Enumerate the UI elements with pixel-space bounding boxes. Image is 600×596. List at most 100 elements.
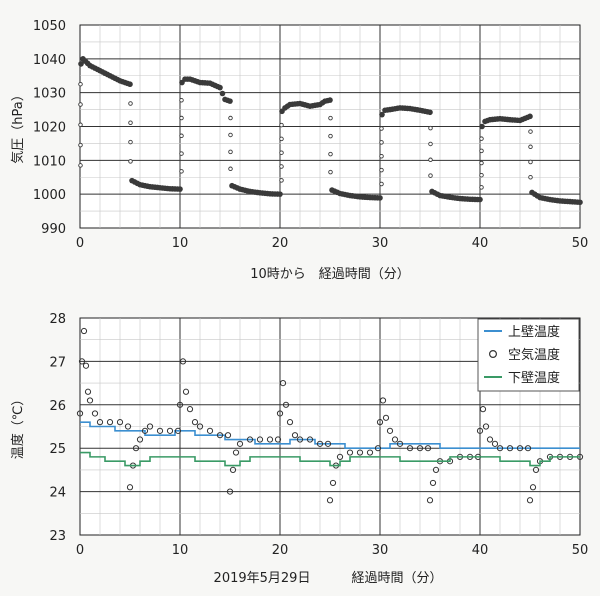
series-air-point (146, 423, 154, 430)
series-air-point (286, 419, 294, 426)
series-air-point (306, 436, 314, 443)
series-air-point (279, 380, 287, 387)
pressure-point-drop (428, 141, 433, 147)
series-air-point (236, 440, 244, 447)
series-air-point (182, 388, 190, 395)
pressure-point-drop (128, 101, 133, 106)
pressure-point-low (374, 195, 381, 201)
pressure-point-rise (78, 102, 83, 107)
series-air-point (86, 397, 94, 404)
pressure-point-drop (328, 133, 333, 139)
pressure-point-high (204, 80, 211, 86)
series-air-point (496, 445, 504, 452)
temperature-grid (80, 318, 580, 535)
series-air-point (476, 427, 484, 434)
pressure-point-high (504, 116, 511, 123)
pressure-point-drop (328, 169, 333, 175)
series-air-point (386, 427, 394, 434)
pressure-point-high (324, 97, 331, 104)
series-air-point (84, 388, 92, 395)
pressure-point-high (184, 76, 191, 82)
pressure-point-rise (179, 115, 184, 121)
temperature-y-tick-label: 26 (49, 399, 66, 414)
pressure-point-rise (479, 172, 484, 178)
pressure-point-drop (528, 144, 533, 150)
pressure-point-rise (78, 163, 83, 168)
pressure-point-drop (128, 120, 133, 126)
pressure-point-high (194, 78, 201, 85)
pressure-point-low (444, 193, 451, 200)
pressure-x-tick-label: 50 (572, 236, 589, 251)
pressure-point-drop (228, 149, 233, 155)
series-air-point (316, 440, 324, 447)
pressure-point-high (314, 102, 321, 108)
pressure-point-high (494, 116, 501, 122)
temperature-y-tick-label: 23 (49, 529, 66, 544)
pressure-point-rise (379, 154, 384, 159)
pressure-y-tick-label: 1010 (33, 154, 66, 169)
pressure-point-low (364, 194, 371, 201)
series-air-point (432, 466, 440, 473)
pressure-point-rise (179, 133, 184, 139)
pressure-point-rise (78, 122, 83, 128)
series-air-point (486, 436, 494, 443)
pressure-point-rise (479, 148, 484, 154)
pressure-point-high (114, 76, 121, 83)
pressure-y-tick-label: 1050 (33, 19, 66, 34)
pressure-point-high (219, 90, 226, 97)
series-air-point (376, 419, 384, 426)
temperature-tick-labels: 0 10 20 30 40 50 23 24 25 26 27 28 (49, 312, 588, 558)
pressure-point-low (434, 191, 441, 197)
series-air-point (406, 445, 414, 452)
pressure-point-high (524, 114, 531, 121)
series-air-point (296, 436, 304, 443)
pressure-x-tick-label: 0 (76, 236, 84, 251)
pressure-y-axis-label: 気圧（hPa） (10, 88, 26, 163)
series-air-point (356, 449, 364, 456)
series-air-point (329, 479, 337, 487)
pressure-point-rise (279, 178, 284, 183)
pressure-x-tick-label: 40 (472, 236, 489, 251)
temperature-x-tick-label: 20 (272, 543, 289, 558)
pressure-point-rise (179, 98, 184, 103)
series-air-point (532, 466, 540, 473)
legend-swatch-air (489, 350, 498, 359)
series-air-point (282, 401, 290, 408)
temperature-x-axis-label: 経過時間（分） (351, 571, 442, 586)
pressure-point-high (384, 107, 391, 113)
pressure-point-low (164, 185, 171, 192)
series-air-point (216, 432, 224, 439)
pressure-point-drop (428, 173, 433, 178)
pressure-point-high (424, 108, 431, 115)
series-air-point (346, 449, 354, 456)
pressure-point-rise (279, 136, 284, 142)
pressure-point-rise (479, 160, 484, 166)
temperature-y-tick-label: 25 (49, 442, 66, 457)
series-air-point (491, 440, 499, 447)
pressure-point-high (78, 61, 84, 67)
pressure-point-high (514, 117, 521, 124)
series-air-point (186, 406, 194, 413)
pressure-y-tick-label: 1040 (33, 53, 66, 68)
pressure-point-rise (279, 150, 284, 155)
series-air-point (326, 497, 334, 504)
series-air-point (479, 406, 487, 413)
series-air-point (196, 423, 204, 430)
pressure-point-high (379, 111, 385, 118)
temperature-legend: 上壁温度 空気温度 下壁温度 (477, 318, 580, 392)
pressure-point-high (224, 97, 231, 104)
series-air-point (256, 436, 264, 443)
pressure-point-high (104, 71, 111, 78)
pressure-point-high (319, 100, 326, 106)
temperature-x-tick-label: 10 (172, 543, 189, 558)
pressure-point-drop (528, 159, 533, 165)
legend-label-lower-wall: 下壁温度 (508, 370, 560, 386)
pressure-point-drop (428, 157, 433, 163)
series-air-point (524, 445, 532, 452)
temperature-x-tick-label: 0 (76, 543, 84, 558)
pressure-point-high (124, 80, 131, 87)
series-air-point (96, 419, 104, 426)
pressure-point-low (464, 196, 471, 202)
series-air-point (206, 427, 214, 434)
